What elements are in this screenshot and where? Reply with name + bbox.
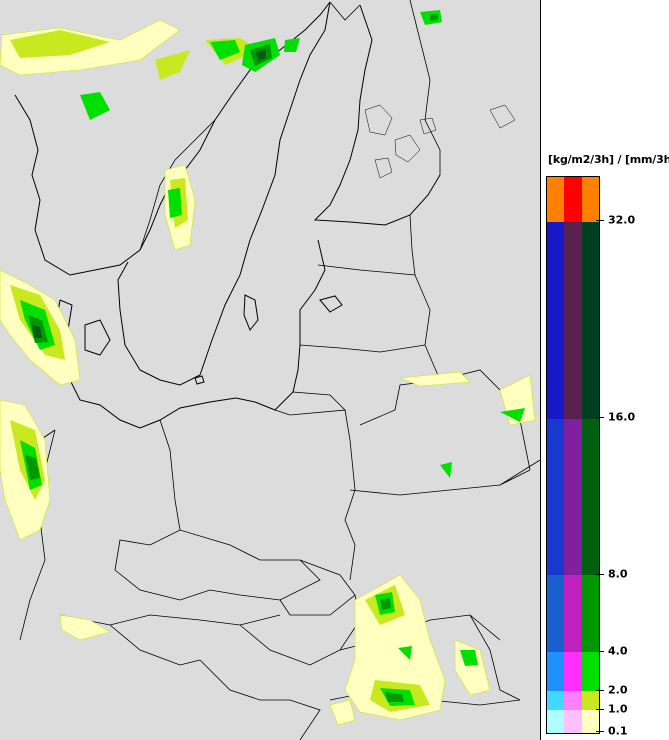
legend-color-bar xyxy=(546,176,600,734)
border-russia-east xyxy=(499,459,541,486)
legend-tick-label: 8.0 xyxy=(608,567,628,581)
legend-band xyxy=(547,652,599,691)
precip-area xyxy=(32,325,42,338)
legend-unit-label: [kg/m2/3h] / [mm/3h] xyxy=(548,153,669,166)
legend-band xyxy=(547,691,599,710)
precip-area xyxy=(399,371,471,387)
precip-area xyxy=(329,699,356,726)
precip-area xyxy=(460,650,478,666)
precip-area xyxy=(344,574,446,721)
legend-tick-label: 0.1 xyxy=(608,724,628,738)
border-kaliningrad xyxy=(274,391,346,416)
precip-area xyxy=(454,639,491,696)
legend-band xyxy=(547,710,599,733)
legend-tick-mark xyxy=(596,651,604,652)
legend-tick-label: 1.0 xyxy=(608,702,628,716)
coastline-finland xyxy=(313,4,441,226)
precipitation-overlay xyxy=(0,10,536,726)
legend-tick-label: 4.0 xyxy=(608,644,628,658)
border-finland-russia xyxy=(409,0,441,175)
precip-area xyxy=(10,30,110,58)
precip-area xyxy=(210,40,240,60)
precipitation-map[interactable] xyxy=(0,0,541,740)
legend-tick-mark xyxy=(596,709,604,710)
precip-area xyxy=(168,188,182,218)
legend-tick-mark xyxy=(596,731,604,732)
border-austria xyxy=(59,614,281,626)
border-estonia-latvia xyxy=(317,264,416,276)
legend-band xyxy=(547,419,599,575)
legend-band xyxy=(547,575,599,652)
legend-tick-mark xyxy=(596,690,604,691)
precip-area xyxy=(284,38,300,52)
island-bornholm xyxy=(194,375,205,385)
legend-tick-mark xyxy=(596,417,604,418)
legend-tick-label: 32.0 xyxy=(608,213,636,227)
precip-area xyxy=(430,14,438,21)
border-germany-poland xyxy=(159,419,181,531)
precip-area xyxy=(398,646,412,660)
border-slovenia-croatia xyxy=(109,624,201,666)
legend-tick-label: 2.0 xyxy=(608,683,628,697)
border-belarus-ukraine xyxy=(349,469,531,496)
border-poland-east xyxy=(344,409,356,581)
precipitation-legend: [kg/m2/3h] / [mm/3h] 32.0 16.0 8.0 4.0 2.0 1.… xyxy=(541,0,669,740)
border-lithuania-belarus xyxy=(359,344,441,426)
coastline-sweden-east xyxy=(117,1,331,386)
border-slovakia xyxy=(279,559,356,616)
precip-area xyxy=(500,408,525,422)
legend-band xyxy=(547,177,599,222)
border-estonia-russia xyxy=(409,214,416,276)
island-saaremaa xyxy=(319,295,343,313)
coastline-baltics xyxy=(235,239,326,411)
coastline-south-baltic xyxy=(59,299,237,429)
precip-area xyxy=(380,598,391,610)
border-latvia-lithuania xyxy=(299,344,426,353)
legend-band xyxy=(547,222,599,419)
legend-tick-mark xyxy=(596,574,604,575)
legend-tick-label: 16.0 xyxy=(608,410,636,424)
island-gotland xyxy=(243,294,259,331)
border-moldova xyxy=(469,614,521,701)
border-latvia-russia xyxy=(414,274,431,346)
precip-area xyxy=(80,92,110,120)
precip-area xyxy=(59,614,111,641)
legend-tick-mark xyxy=(596,220,604,221)
precip-area xyxy=(440,462,452,478)
map-canvas xyxy=(0,0,541,740)
border-sweden-finland xyxy=(329,1,361,21)
precip-area xyxy=(155,50,190,80)
precip-area xyxy=(25,455,40,480)
precip-area xyxy=(256,49,266,61)
border-balkans xyxy=(199,659,321,740)
precip-area xyxy=(385,692,404,702)
border-czech xyxy=(114,529,321,601)
lakes xyxy=(364,104,516,179)
